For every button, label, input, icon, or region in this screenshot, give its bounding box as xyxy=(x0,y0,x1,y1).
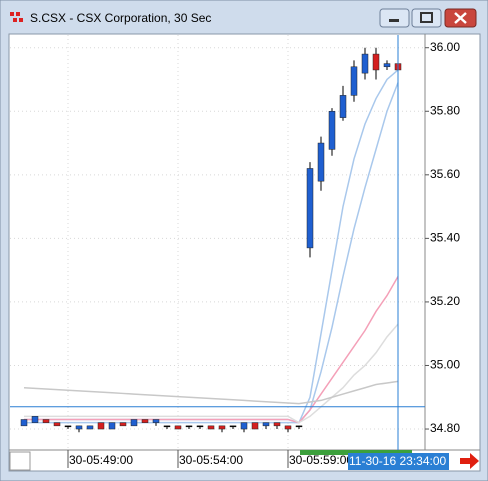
candle-body xyxy=(339,95,347,118)
moving-average xyxy=(24,69,399,424)
candle-body xyxy=(372,53,380,71)
candle-body xyxy=(262,422,270,427)
restore-button[interactable] xyxy=(411,8,442,28)
x-tick-label: 30-05:54:00 xyxy=(179,453,243,467)
y-tick-label: 35.60 xyxy=(430,167,460,181)
chart-panel xyxy=(8,33,481,472)
candle-body xyxy=(163,425,171,428)
x-tick-label: 30-05:49:00 xyxy=(69,453,133,467)
y-tick-label: 36.00 xyxy=(430,40,460,54)
scroll-marker xyxy=(300,450,412,455)
y-tick-label: 35.80 xyxy=(430,103,460,117)
candle-body xyxy=(361,53,369,74)
corner-box xyxy=(9,451,31,471)
minimize-button[interactable] xyxy=(379,8,410,28)
moving-average xyxy=(23,380,399,405)
candle-body xyxy=(240,422,248,430)
candle-body xyxy=(130,419,138,427)
candle-body xyxy=(185,425,193,428)
candle-body xyxy=(229,425,237,428)
candle-body xyxy=(141,419,149,423)
candle-body xyxy=(317,142,325,182)
candle-body xyxy=(295,425,303,428)
candle-body xyxy=(207,425,215,430)
crosshair-label-bg xyxy=(348,453,449,470)
candle-body xyxy=(86,425,94,430)
crosshair-label: 11-30-16 23:34:00 xyxy=(349,454,447,468)
candle-body xyxy=(53,422,61,427)
candle-body xyxy=(218,425,226,430)
candle-body xyxy=(328,111,336,150)
app-icon xyxy=(10,12,23,22)
x-tick-label: 30-05:59:00 xyxy=(289,453,353,467)
candle-body xyxy=(97,422,105,430)
candle-body xyxy=(273,422,281,427)
candle-body xyxy=(119,422,127,427)
candle-body xyxy=(75,425,83,430)
window-title: S.CSX - CSX Corporation, 30 Sec xyxy=(30,11,211,25)
candle-body xyxy=(108,422,116,430)
y-tick-label: 35.20 xyxy=(430,294,460,308)
candle-body xyxy=(350,66,358,96)
candle-body xyxy=(152,419,160,423)
scroll-right-arrow[interactable] xyxy=(460,453,479,469)
candle-body xyxy=(174,425,182,430)
candle-body xyxy=(20,419,28,427)
moving-average xyxy=(24,323,399,424)
candle-body xyxy=(306,168,314,249)
candle-body xyxy=(251,422,259,430)
candle-body xyxy=(42,419,50,423)
candle-body xyxy=(383,63,391,68)
moving-average xyxy=(24,276,399,424)
y-tick-label: 34.80 xyxy=(430,421,460,435)
close-button[interactable] xyxy=(444,8,477,28)
candle-body xyxy=(31,416,39,423)
candle-body xyxy=(284,425,292,430)
y-tick-label: 35.00 xyxy=(430,358,460,372)
candle-body xyxy=(196,425,204,428)
y-tick-label: 35.40 xyxy=(430,231,460,245)
candle-body xyxy=(64,425,72,428)
